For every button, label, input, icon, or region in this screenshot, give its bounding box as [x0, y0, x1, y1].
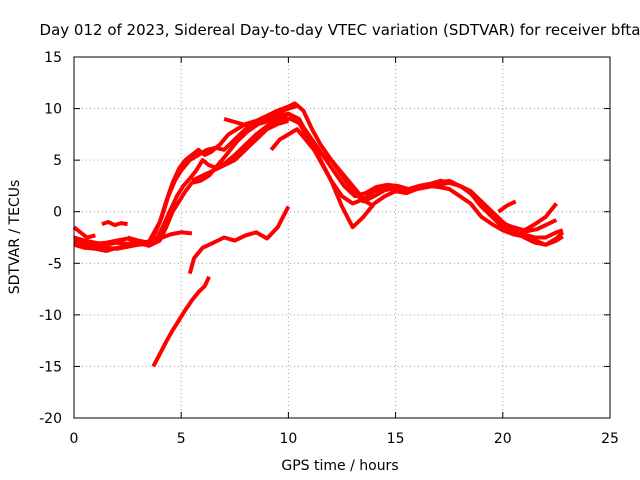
x-tick-label: 0: [70, 431, 79, 447]
y-tick-label: 15: [44, 50, 62, 66]
series-line-pass-e: [191, 118, 289, 183]
x-tick-label: 5: [177, 431, 186, 447]
x-tick-label: 15: [387, 431, 405, 447]
y-tick-label: -10: [39, 308, 62, 324]
y-tick-label: 10: [44, 102, 62, 118]
y-tick-label: -20: [39, 411, 62, 427]
y-tick-label: -5: [48, 256, 62, 272]
axis-ticks: 0 5 10 15 20 25 -20 -15 -10 -5 0 5 10 15: [39, 50, 619, 447]
y-tick-label: 0: [53, 205, 62, 221]
series-line-pass-k: [187, 205, 291, 275]
y-tick-label: -15: [39, 359, 62, 375]
series-line-pass-g: [269, 127, 376, 209]
series-line-pass-c: [73, 111, 565, 253]
series-line-pass-l: [151, 275, 211, 368]
series-line-pass-a: [73, 111, 564, 247]
series-line-pass-m: [512, 202, 558, 233]
x-axis-label: GPS time / hours: [281, 458, 398, 474]
chart-title: Day 012 of 2023, Sidereal Day-to-day VTE…: [40, 21, 640, 39]
series-line-pass-h: [101, 220, 128, 228]
x-tick-label: 25: [601, 431, 619, 447]
series-line-pass-n: [497, 199, 517, 214]
series-line-pass-f: [223, 103, 300, 128]
series-line-pass-i: [72, 225, 96, 240]
series-line-pass-j: [127, 230, 193, 245]
data-series: [72, 101, 565, 368]
series-line-pass-b: [73, 101, 564, 251]
y-tick-label: 5: [53, 153, 62, 169]
x-tick-label: 20: [494, 431, 512, 447]
plot-frame: [73, 56, 611, 419]
x-tick-label: 10: [279, 431, 297, 447]
y-axis-label: SDTVAR / TECUs: [7, 180, 23, 295]
